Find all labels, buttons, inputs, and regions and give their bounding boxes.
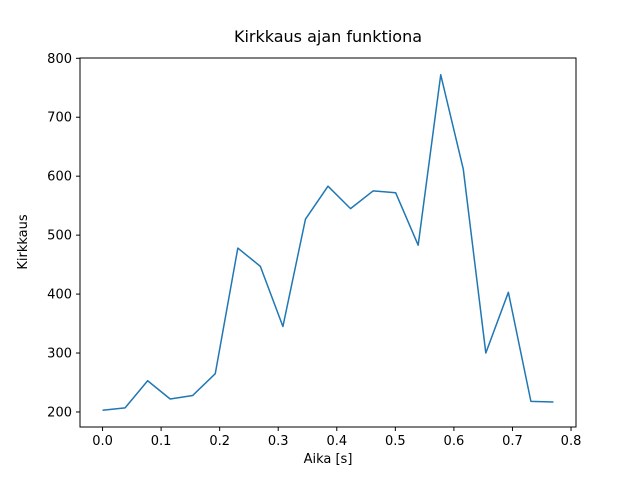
- x-tick-label: 0.7: [502, 434, 523, 449]
- chart-title: Kirkkaus ajan funktiona: [234, 27, 422, 46]
- plot-border: [79, 57, 577, 428]
- y-tick-label: 400: [47, 288, 72, 303]
- x-tick-label: 0.2: [209, 434, 230, 449]
- y-axis-label: Kirkkaus: [16, 214, 31, 270]
- x-tick-label: 0.0: [92, 434, 113, 449]
- x-tick-label: 0.3: [268, 434, 289, 449]
- y-tick-label: 500: [47, 229, 72, 244]
- plot-area: 0.0 0.1 0.2 0.3 0.4 0.5 0.6 0.7 0.8 200 300 400 500 6…: [47, 52, 581, 449]
- x-tick-label: 0.6: [444, 434, 465, 449]
- x-tick-label: 0.8: [561, 434, 582, 449]
- x-axis-label: Aika [s]: [304, 452, 353, 467]
- y-tick-label: 300: [47, 347, 72, 362]
- x-tick-label: 0.5: [385, 434, 406, 449]
- y-tick-label: 800: [47, 52, 72, 67]
- x-tick-label: 0.4: [326, 434, 347, 449]
- line-series: [102, 74, 554, 411]
- y-tick-label: 600: [47, 170, 72, 185]
- y-tick-label: 700: [47, 111, 72, 126]
- y-tick-label: 200: [47, 405, 72, 420]
- x-tick-label: 0.1: [151, 434, 172, 449]
